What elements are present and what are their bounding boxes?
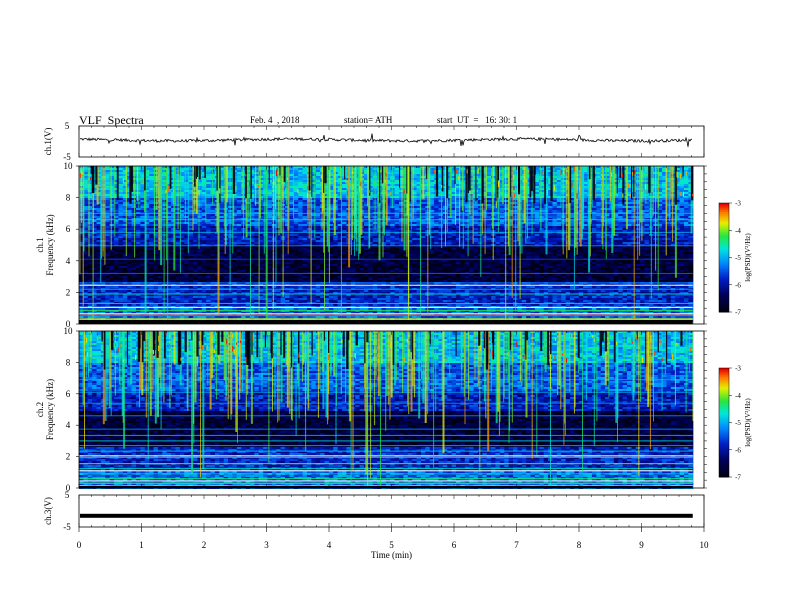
ch2-colorbar-label: log(PSD)(V²/Hz) — [744, 398, 752, 447]
x-tick-label: 3 — [264, 540, 269, 550]
ch2-colorbar-tick: -4 — [735, 392, 741, 400]
ch1-ytick-top: 5 — [65, 121, 70, 131]
ch2-freq-tick: 10 — [64, 326, 74, 336]
ch1-label-line2: Frequency (kHz) — [45, 214, 55, 275]
ch1-colorbar-tick: -5 — [735, 254, 741, 262]
ch3-ylabel: ch.3(V) — [43, 497, 53, 525]
ch1-waveform-line — [80, 134, 692, 147]
x-axis-label: Time (min) — [371, 550, 412, 560]
ch1-waveform-frame — [79, 126, 704, 157]
ch1-colorbar — [719, 203, 729, 313]
ch2-label-line2: Frequency (kHz) — [45, 379, 55, 440]
x-tick-label: 10 — [700, 540, 710, 550]
ch1-colorbar-tick: -7 — [735, 309, 741, 317]
ch2-label-line1: ch.2 — [35, 402, 45, 417]
ch2-colorbar-tick: -3 — [735, 365, 741, 373]
ch1-colorbar-tick: -4 — [735, 227, 741, 235]
x-tick-label: 0 — [77, 540, 82, 550]
x-tick-label: 7 — [514, 540, 519, 550]
ch1-freq-tick: 6 — [66, 224, 71, 234]
ch3-ytick-bottom: -5 — [63, 522, 71, 532]
ch2-freq-tick: 6 — [66, 389, 71, 399]
ch3-ytick-top: 5 — [65, 490, 70, 500]
ch1-spectrogram — [79, 166, 694, 324]
ch1-freq-tick: 2 — [66, 287, 71, 297]
ch2-colorbar-tick: -6 — [735, 446, 741, 454]
ch2-colorbar — [719, 368, 729, 478]
x-tick-label: 1 — [139, 540, 144, 550]
ch3-waveform-line — [80, 514, 693, 518]
ch1-colorbar-tick: -3 — [735, 200, 741, 208]
ch1-freq-tick: 8 — [66, 193, 71, 203]
x-tick-label: 5 — [389, 540, 394, 550]
ch2-freq-tick: 4 — [66, 420, 71, 430]
ch1-label-line1: ch.1 — [35, 237, 45, 252]
ch1-colorbar-tick: -6 — [735, 281, 741, 289]
ch2-colorbar-tick: -5 — [735, 419, 741, 427]
ch1-ylabel: ch.1(V) — [43, 128, 53, 156]
x-tick-label: 6 — [452, 540, 457, 550]
ch3-waveform-frame — [79, 495, 704, 527]
ch2-spectrogram — [79, 331, 694, 489]
x-tick-label: 2 — [202, 540, 207, 550]
ch1-freq-tick: 4 — [66, 256, 71, 266]
x-tick-label: 4 — [327, 540, 332, 550]
ch2-freq-tick: 2 — [66, 452, 71, 462]
x-tick-label: 8 — [577, 540, 582, 550]
ch1-colorbar-label: log(PSD)(V²/Hz) — [744, 233, 752, 282]
ch1-freq-tick: 10 — [64, 161, 74, 171]
ch2-colorbar-tick: -7 — [735, 474, 741, 482]
x-tick-label: 9 — [639, 540, 644, 550]
ch2-freq-tick: 8 — [66, 357, 71, 367]
